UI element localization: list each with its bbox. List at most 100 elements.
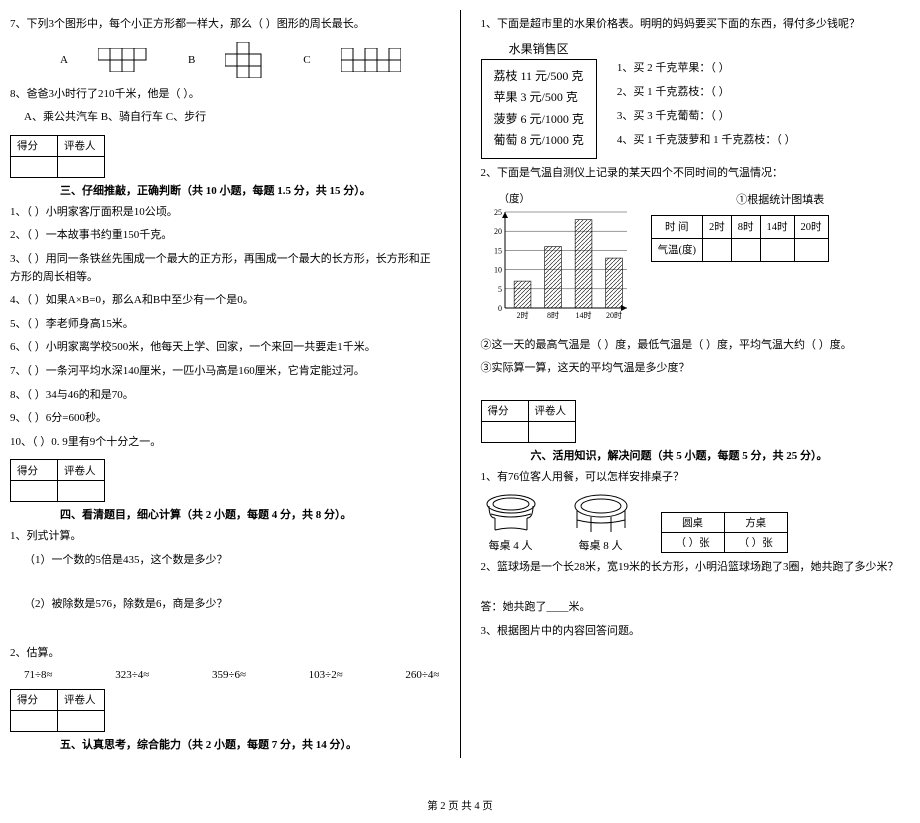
section-3-title: 三、仔细推敲，正确判断（共 10 小题，每题 1.5 分，共 15 分）。	[60, 182, 440, 198]
fruit-questions: 1、买 2 千克苹果：（ ） 2、买 1 千克荔枝：（ ） 3、买 3 千克葡萄…	[617, 40, 796, 153]
th: 时 间	[651, 215, 703, 238]
s6-2a: 答：她共跑了____米。	[481, 599, 911, 617]
fruit-box: 荔枝 11 元/500 克 苹果 3 元/500 克 菠萝 6 元/1000 克…	[481, 59, 597, 159]
td	[703, 238, 732, 261]
q7-label-b: B	[188, 54, 195, 66]
shape-c	[341, 48, 401, 72]
section-4-title: 四、看清题目，细心计算（共 2 小题，每题 4 分，共 8 分）。	[60, 506, 440, 522]
round-table-icon	[481, 492, 541, 534]
fruit-q: 1、买 2 千克苹果：（ ）	[617, 56, 796, 80]
s3-4: 4、（ ）如果A×B=0，那么A和B中至少有一个是0。	[10, 292, 440, 310]
est-3: 359÷6≈	[212, 669, 246, 681]
th: 圆桌	[661, 513, 724, 533]
td	[760, 238, 794, 261]
seat-table: 圆桌方桌 （ ）张（ ）张	[661, 512, 788, 553]
temp-table: 时 间 2时 8时 14时 20时 气温(度)	[651, 215, 829, 262]
est-2: 323÷4≈	[115, 669, 149, 681]
th: 14时	[760, 215, 794, 238]
s3-6: 6、（ ）小明家离学校500米，他每天上学、回家，一个来回一共要走1千米。	[10, 339, 440, 357]
s3-8: 8、（ ）34与46的和是70。	[10, 387, 440, 405]
q2c: ③实际算一算，这天的平均气温是多少度？	[481, 360, 911, 378]
td: （ ）张	[661, 533, 724, 553]
est-row: 71÷8≈ 323÷4≈ 359÷6≈ 103÷2≈ 260÷4≈	[10, 669, 440, 681]
q8-text: 8、爸爸3小时行了210千米，他是（ ）。	[10, 86, 440, 104]
q7-text: 7、下列3个图形中，每个小正方形都一样大，那么（ ）图形的周长最长。	[10, 16, 440, 34]
est-5: 260÷4≈	[405, 669, 439, 681]
column-divider	[460, 10, 461, 758]
s6-3: 3、根据图片中的内容回答问题。	[481, 623, 911, 641]
fruit-title: 水果销售区	[481, 40, 597, 57]
q7-label-a: A	[60, 54, 68, 66]
score-label: 得分	[11, 689, 58, 710]
fruit-area: 水果销售区 荔枝 11 元/500 克 苹果 3 元/500 克 菠萝 6 元/…	[481, 40, 911, 159]
grader-label: 评卷人	[58, 689, 105, 710]
fruit-item: 苹果 3 元/500 克	[494, 87, 584, 109]
q8-options: A、乘公共汽车 B、骑自行车 C、步行	[10, 109, 440, 127]
chart-note: ①根据统计图填表	[651, 191, 911, 207]
fruit-q: 4、买 1 千克菠萝和 1 千克荔枝：（ ）	[617, 128, 796, 152]
s3-9: 9、（ ）6分=600秒。	[10, 410, 440, 428]
bar-chart: （度） 25 20 15 10 5 0 2时 8时 14时 20时	[481, 191, 631, 329]
chart-ylabel: （度）	[499, 191, 631, 206]
page-footer: 第 2 页 共 4 页	[10, 798, 910, 813]
score-label: 得分	[11, 135, 58, 156]
section-5-title: 五、认真思考，综合能力（共 2 小题，每题 7 分，共 14 分）。	[60, 736, 440, 752]
r-q2: 2、下面是气温自测仪上记录的某天四个不同时间的气温情况：	[481, 165, 911, 183]
est-1: 71÷8≈	[24, 669, 53, 681]
s3-1: 1、（ ）小明家客厅面积是10公顷。	[10, 204, 440, 222]
svg-text:5: 5	[498, 284, 502, 293]
s3-10: 10、（ ）0. 9里有9个十分之一。	[10, 434, 440, 452]
s4-1b: （2）被除数是576，除数是6，商是多少？	[10, 596, 440, 614]
fruit-item: 荔枝 11 元/500 克	[494, 66, 584, 88]
td	[731, 238, 760, 261]
square-table-icon	[571, 492, 631, 534]
svg-text:20: 20	[494, 227, 502, 236]
fruit-item: 菠萝 6 元/1000 克	[494, 109, 584, 131]
svg-text:2时: 2时	[516, 310, 528, 320]
r-q1: 1、下面是超市里的水果价格表。明明的妈妈要买下面的东西，得付多少钱呢？	[481, 16, 911, 34]
s6-2: 2、篮球场是一个长28米，宽19米的长方形，小明沿篮球场跑了3圈，她共跑了多少米…	[481, 559, 911, 577]
th: 2时	[703, 215, 732, 238]
grader-label: 评卷人	[58, 460, 105, 481]
svg-text:20时: 20时	[606, 310, 622, 320]
fruit-q: 2、买 1 千克荔枝：（ ）	[617, 80, 796, 104]
fruit-item: 葡萄 8 元/1000 克	[494, 130, 584, 152]
q7-label-c: C	[303, 54, 310, 66]
s4-1a: （1）一个数的5倍是435，这个数是多少？	[10, 552, 440, 570]
score-box-4: 得分评卷人	[10, 459, 105, 502]
svg-text:25: 25	[494, 208, 502, 217]
score-box-3: 得分评卷人	[10, 135, 105, 178]
q7-shapes: A B C	[60, 42, 440, 78]
s3-7: 7、（ ）一条河平均水深140厘米，一匹小马高是160厘米，它肯定能过河。	[10, 363, 440, 381]
svg-text:0: 0	[498, 304, 502, 313]
svg-text:14时: 14时	[575, 310, 591, 320]
s4-2: 2、估算。	[10, 645, 440, 663]
score-label: 得分	[481, 400, 528, 421]
grader-label: 评卷人	[58, 135, 105, 156]
th: 20时	[794, 215, 828, 238]
s6-1: 1、有76位客人用餐，可以怎样安排桌子？	[481, 469, 911, 487]
td: 气温(度)	[651, 238, 703, 261]
svg-text:8时: 8时	[547, 310, 559, 320]
score-box-6: 得分评卷人	[481, 400, 576, 443]
q2b: ②这一天的最高气温是（ ）度，最低气温是（ ）度，平均气温大约（ ）度。	[481, 337, 911, 355]
fruit-q: 3、买 3 千克葡萄：（ ）	[617, 104, 796, 128]
shape-a	[98, 48, 158, 72]
td	[794, 238, 828, 261]
svg-text:10: 10	[494, 265, 502, 274]
est-4: 103÷2≈	[309, 669, 343, 681]
score-label: 得分	[11, 460, 58, 481]
square-label: 每桌 8 人	[571, 537, 631, 553]
tables-area: 每桌 4 人 每桌 8 人 圆桌方桌 （ ）张（ ）张	[481, 492, 911, 553]
s3-3: 3、（ ）用同一条铁丝先围成一个最大的正方形，再围成一个最大的长方形，长方形和正…	[10, 251, 440, 286]
score-box-5: 得分评卷人	[10, 689, 105, 732]
s3-2: 2、（ ）一本故事书约重150千克。	[10, 227, 440, 245]
svg-text:15: 15	[494, 246, 502, 255]
section-6-title: 六、活用知识，解决问题（共 5 小题，每题 5 分，共 25 分）。	[531, 447, 911, 463]
shape-b	[225, 42, 273, 78]
s3-5: 5、（ ）李老师身高15米。	[10, 316, 440, 334]
th: 方桌	[724, 513, 787, 533]
round-label: 每桌 4 人	[481, 537, 541, 553]
td: （ ）张	[724, 533, 787, 553]
bar-chart-svg: 25 20 15 10 5 0 2时 8时 14时 20时	[481, 206, 631, 326]
